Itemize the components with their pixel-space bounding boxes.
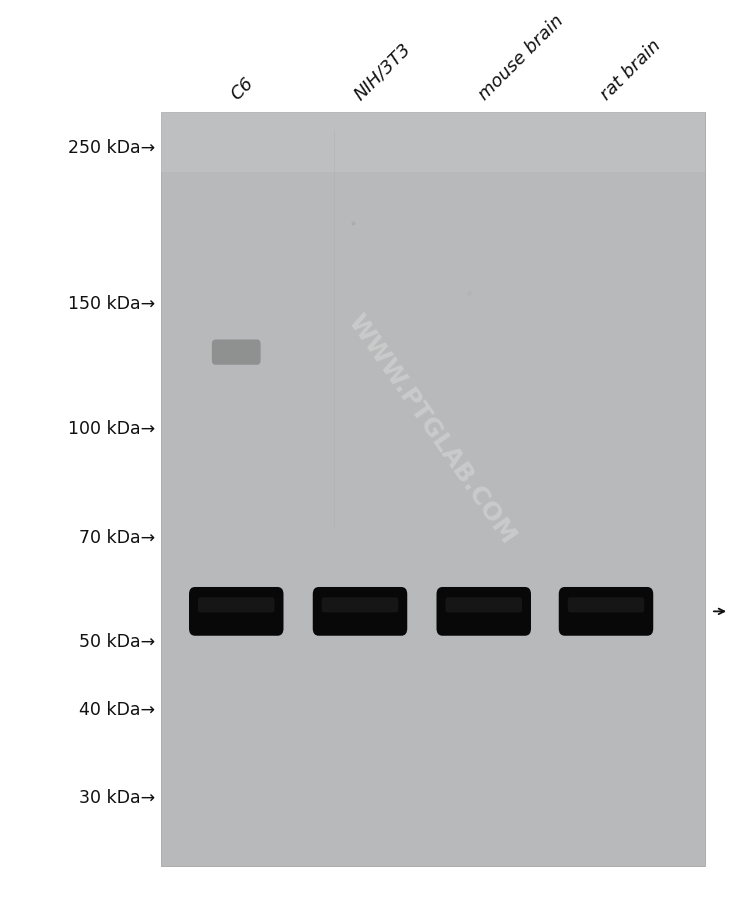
Text: WWW.PTGLAB.COM: WWW.PTGLAB.COM [343, 309, 520, 548]
FancyBboxPatch shape [198, 598, 274, 612]
Text: 40 kDa→: 40 kDa→ [80, 700, 155, 718]
FancyBboxPatch shape [313, 587, 407, 636]
FancyBboxPatch shape [446, 598, 522, 612]
Text: rat brain: rat brain [597, 36, 664, 104]
FancyBboxPatch shape [211, 340, 261, 365]
FancyBboxPatch shape [568, 598, 644, 612]
Bar [161, 113, 705, 866]
FancyBboxPatch shape [559, 587, 653, 636]
Bar [161, 113, 705, 173]
Text: 150 kDa→: 150 kDa→ [68, 295, 155, 313]
Text: NIH/3T3: NIH/3T3 [351, 40, 415, 104]
FancyBboxPatch shape [189, 587, 284, 636]
Text: 250 kDa→: 250 kDa→ [68, 139, 155, 156]
Text: C6: C6 [227, 74, 257, 104]
Text: 50 kDa→: 50 kDa→ [80, 632, 155, 650]
FancyBboxPatch shape [322, 598, 398, 612]
Text: 70 kDa→: 70 kDa→ [80, 529, 155, 547]
Text: 100 kDa→: 100 kDa→ [68, 419, 155, 437]
Text: 30 kDa→: 30 kDa→ [80, 788, 155, 806]
Text: mouse brain: mouse brain [475, 12, 567, 104]
FancyBboxPatch shape [436, 587, 531, 636]
